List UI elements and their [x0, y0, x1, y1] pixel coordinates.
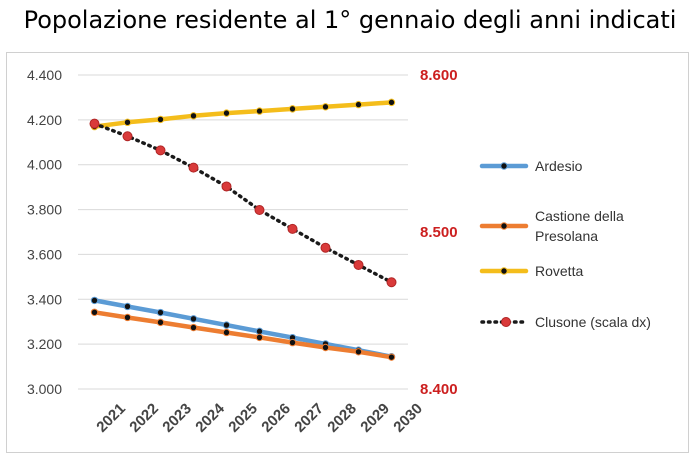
y-left-tick-label: 4.400	[27, 67, 62, 83]
chart-frame	[6, 52, 689, 453]
x-tick-label: 2024	[192, 400, 228, 436]
series-ardesio-point	[255, 327, 264, 336]
series-clusone-scala-dx-point	[386, 277, 397, 288]
y-left-tick-label: 4.000	[27, 157, 62, 173]
legend-castione-della-presolana-label: Presolana	[535, 228, 598, 244]
series-castione-della-presolana-point	[387, 353, 396, 361]
series-castione-della-presolana-point	[321, 343, 330, 352]
series-clusone-scala-dx-point	[89, 118, 100, 129]
series-rovetta-point	[255, 107, 264, 115]
x-tick-label: 2027	[291, 400, 327, 436]
y-left-tick-label: 3.800	[27, 202, 62, 218]
series-rovetta-point	[123, 118, 132, 127]
series-ardesio-line	[92, 298, 394, 359]
y-left-tick-label: 3.000	[27, 381, 62, 397]
series-rovetta-point	[156, 115, 165, 124]
y-right-tick-label: 8.500	[420, 224, 458, 241]
series-clusone-scala-dx-point	[320, 242, 331, 253]
x-tick-label: 2022	[126, 400, 162, 436]
series-ardesio-point	[90, 296, 99, 305]
series-castione-della-presolana-point	[354, 348, 363, 356]
series-ardesio-point	[156, 308, 165, 317]
legend-clusone-scala-dx-marker	[501, 317, 511, 327]
x-tick-label: 2028	[324, 400, 360, 436]
legend-rovetta-label: Rovetta	[535, 263, 583, 279]
x-tick-label: 2026	[258, 400, 294, 436]
y-right-tick-label: 8.400	[420, 381, 458, 398]
y-left-tick-label: 3.600	[27, 246, 62, 262]
series-castione-della-presolana-point	[90, 308, 99, 316]
series-castione-della-presolana-line	[92, 310, 394, 360]
series-castione-della-presolana-point	[222, 328, 231, 337]
series-clusone-scala-dx-point	[221, 181, 232, 192]
series-clusone-scala-dx-point	[254, 205, 265, 216]
legend-ardesio-label: Ardesio	[535, 158, 583, 174]
legend-ardesio-marker	[500, 162, 508, 170]
x-tick-label: 2023	[159, 400, 195, 436]
x-tick-label: 2021	[93, 400, 129, 436]
series-rovetta-point	[387, 98, 396, 107]
series-rovetta-point	[321, 103, 330, 111]
series-rovetta-point	[288, 105, 297, 113]
y-left-tick-label: 3.200	[27, 336, 62, 352]
y-right-tick-label: 8.600	[420, 67, 458, 84]
legend-rovetta-marker	[500, 267, 508, 275]
x-tick-label: 2030	[390, 400, 426, 436]
series-rovetta-point	[354, 100, 363, 109]
legend-castione-della-presolana-marker	[500, 222, 508, 230]
series-clusone-scala-dx-line	[92, 121, 394, 284]
series-castione-della-presolana-point	[156, 318, 165, 327]
chart-title: Popolazione residente al 1° gennaio degl…	[23, 6, 677, 34]
series-rovetta-point	[189, 112, 198, 120]
series-ardesio-point	[123, 302, 132, 311]
series-rovetta-point	[222, 109, 231, 117]
legend-castione-della-presolana-label: Castione della	[535, 208, 624, 224]
series-castione-della-presolana-point	[288, 338, 297, 347]
series-clusone-scala-dx-point	[122, 131, 133, 142]
series-castione-della-presolana-point	[123, 313, 132, 322]
series-clusone-scala-dx-point	[353, 259, 364, 270]
series-rovetta-line	[92, 100, 394, 129]
x-tick-label: 2025	[225, 400, 261, 436]
series-clusone-scala-dx-point	[155, 145, 166, 156]
series-clusone-scala-dx-point	[287, 223, 298, 234]
series-ardesio-point	[222, 321, 231, 329]
x-tick-label: 2029	[357, 400, 393, 436]
y-left-tick-label: 4.200	[27, 112, 62, 128]
series-clusone-scala-dx-point	[188, 162, 199, 173]
legend-clusone-scala-dx-label: Clusone (scala dx)	[535, 314, 651, 330]
series-castione-della-presolana-point	[255, 333, 264, 342]
series-ardesio-point	[189, 315, 198, 323]
series-castione-della-presolana-point	[189, 323, 198, 332]
y-left-tick-label: 3.400	[27, 291, 62, 307]
